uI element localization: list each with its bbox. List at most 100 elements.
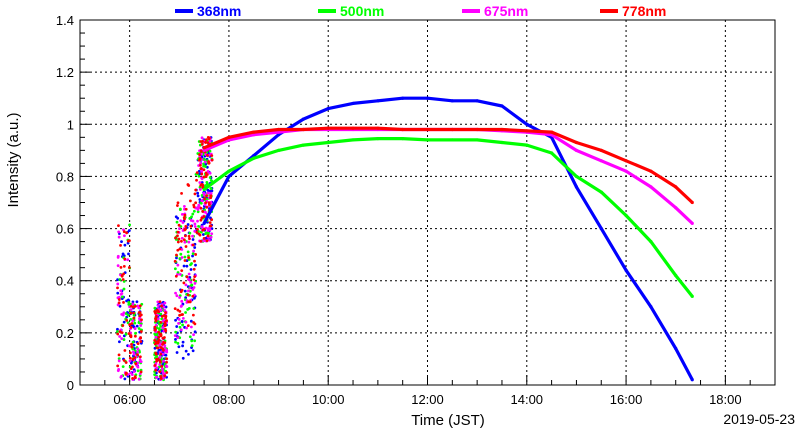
scatter-point: [194, 201, 198, 205]
scatter-point: [164, 305, 168, 309]
scatter-point: [192, 333, 195, 337]
scatter-point: [174, 236, 177, 240]
scatter-point: [192, 203, 196, 207]
scatter-point: [124, 312, 128, 315]
scatter-point: [192, 278, 196, 282]
scatter-point: [187, 278, 191, 282]
scatter-point: [176, 201, 180, 205]
scatter-point: [201, 233, 205, 236]
scatter-point: [153, 363, 157, 367]
scatter-point: [199, 206, 203, 210]
scatter-point: [188, 237, 191, 241]
scatter-point: [121, 278, 125, 281]
scatter-point: [175, 351, 179, 354]
scatter-point: [128, 323, 132, 327]
y-axis-title: Intensity (a.u.): [5, 112, 22, 207]
scatter-point: [206, 153, 209, 157]
data-point: [649, 305, 653, 309]
scatter-point: [198, 172, 201, 176]
y-tick-label: 0: [67, 378, 74, 393]
scatter-point: [204, 138, 208, 141]
x-axis-title: Time (JST): [411, 412, 485, 429]
scatter-point: [192, 249, 195, 253]
scatter-point: [129, 335, 133, 339]
scatter-point: [177, 345, 181, 349]
scatter-point: [122, 311, 126, 315]
scatter-point: [183, 240, 187, 244]
scatter-point: [159, 321, 163, 324]
scatter-point: [202, 164, 206, 168]
scatter-point: [157, 335, 161, 339]
scatter-point: [155, 366, 159, 370]
scatter-point: [183, 234, 187, 238]
scatter-point: [123, 349, 127, 352]
scatter-point: [130, 322, 134, 325]
data-point: [401, 96, 405, 100]
scatter-point: [123, 377, 127, 381]
scatter-point: [185, 264, 189, 268]
scatter-point: [131, 319, 135, 323]
scatter-point: [116, 278, 119, 282]
scatter-point: [155, 340, 158, 344]
scatter-point: [195, 178, 198, 182]
data-point: [301, 143, 305, 147]
scatter-point: [199, 201, 203, 205]
scatter-point: [138, 311, 142, 314]
x-tick-label: 12:00: [411, 392, 444, 407]
scatter-point: [184, 349, 188, 353]
scatter-point: [138, 358, 142, 362]
scatter-point: [157, 338, 161, 342]
scatter-point: [180, 304, 183, 308]
data-point: [301, 117, 305, 121]
scatter-point: [191, 294, 195, 298]
scatter-point: [162, 318, 166, 321]
scatter-point: [178, 207, 182, 211]
scatter-noise: [116, 135, 214, 382]
scatter-point: [128, 359, 132, 363]
scatter-point: [155, 346, 159, 350]
scatter-point: [206, 141, 210, 145]
scatter-point: [200, 216, 204, 220]
scatter-point: [184, 296, 188, 300]
scatter-point: [191, 313, 195, 317]
data-point: [227, 135, 231, 139]
legend-label: 778nm: [622, 3, 666, 19]
scatter-point: [175, 253, 178, 257]
scatter-point: [133, 321, 137, 325]
scatter-point: [118, 335, 122, 338]
scatter-point: [131, 340, 135, 344]
scatter-point: [178, 296, 181, 299]
scatter-point: [122, 301, 125, 304]
scatter-point: [118, 278, 122, 281]
scatter-point: [174, 338, 177, 341]
scatter-point: [206, 234, 210, 238]
scatter-point: [184, 311, 187, 314]
scatter-point: [187, 352, 190, 356]
scatter-point: [181, 356, 185, 360]
scatter-point: [137, 377, 141, 381]
scatter-point: [165, 360, 169, 364]
scatter-point: [129, 308, 133, 312]
scatter-point: [137, 306, 141, 310]
scatter-point: [196, 191, 200, 195]
scatter-point: [200, 176, 204, 180]
scatter-point: [202, 168, 206, 172]
scatter-point: [178, 272, 182, 276]
scatter-point: [192, 267, 196, 271]
scatter-point: [177, 237, 181, 241]
data-point: [525, 129, 529, 133]
data-point: [326, 140, 330, 145]
scatter-point: [180, 191, 183, 195]
data-point: [202, 146, 206, 150]
scatter-point: [135, 324, 139, 328]
data-point: [227, 169, 231, 173]
scatter-point: [155, 308, 159, 312]
scatter-point: [165, 365, 169, 369]
scatter-point: [154, 311, 157, 314]
scatter-point: [157, 330, 161, 334]
scatter-point: [192, 286, 196, 289]
data-point: [326, 126, 330, 130]
scatter-point: [208, 171, 212, 175]
scatter-point: [164, 323, 167, 326]
scatter-point: [132, 352, 136, 356]
